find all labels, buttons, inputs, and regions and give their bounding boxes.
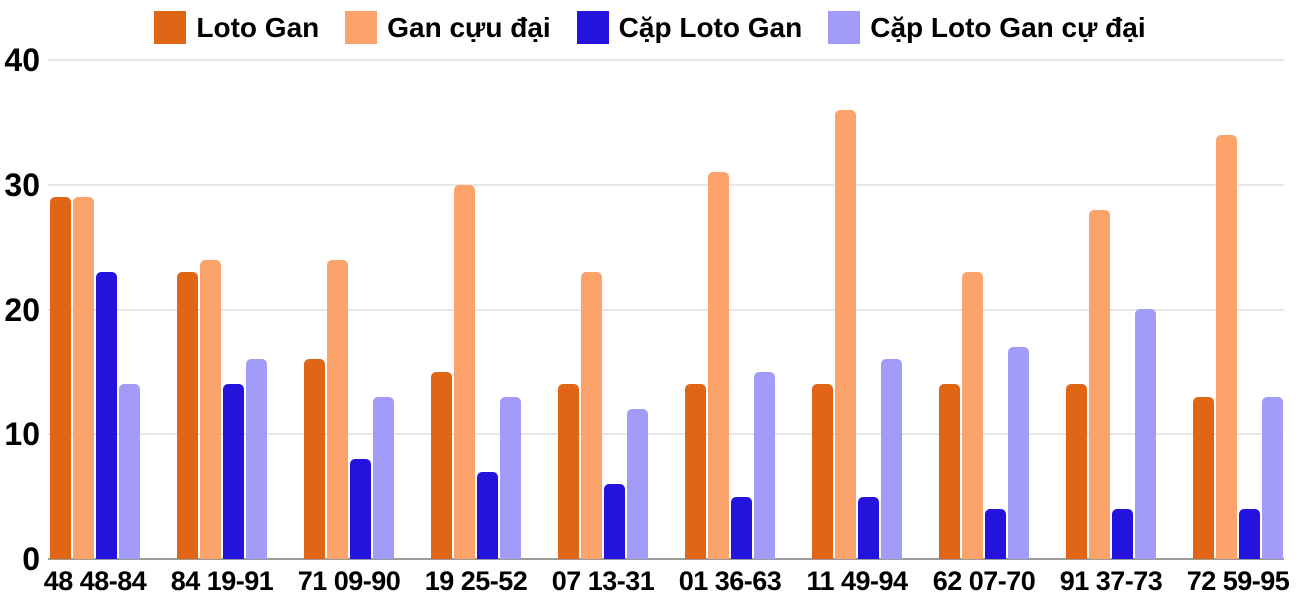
- x-tick-label-91-37-73: 91 37-73: [1059, 566, 1163, 596]
- x-tick-label-48-48-84: 48 48-84: [43, 566, 147, 596]
- x-tick-label-71-09-90: 71 09-90: [297, 566, 401, 596]
- bar-cap-loto-gan-48-48-84[interactable]: [96, 272, 117, 559]
- bar-cap-loto-gan-19-25-52[interactable]: [477, 472, 498, 559]
- legend-swatch-icon: [828, 11, 861, 44]
- bar-cap-loto-gan-cu-ai-62-07-70[interactable]: [1008, 347, 1029, 559]
- bar-gan-cuu-ai-07-13-31[interactable]: [581, 272, 602, 559]
- legend-item-cap-loto-gan-cu-ai[interactable]: Cặp Loto Gan cự đại: [828, 11, 1146, 44]
- y-tick-label-40: 40: [4, 42, 40, 78]
- legend-swatch-icon: [154, 11, 187, 44]
- gridline-y20: [48, 308, 1284, 311]
- y-tick-label-10: 10: [4, 416, 40, 453]
- bar-loto-gan-11-49-94[interactable]: [812, 384, 833, 559]
- bar-loto-gan-01-36-63[interactable]: [685, 384, 706, 559]
- bar-gan-cuu-ai-62-07-70[interactable]: [962, 272, 983, 559]
- bar-cap-loto-gan-91-37-73[interactable]: [1112, 509, 1133, 559]
- bar-cap-loto-gan-cu-ai-71-09-90[interactable]: [373, 397, 394, 559]
- legend-item-loto-gan[interactable]: Loto Gan: [154, 11, 319, 44]
- bar-cap-loto-gan-62-07-70[interactable]: [985, 509, 1006, 559]
- x-tick-label-11-49-94: 11 49-94: [806, 566, 908, 596]
- bar-cap-loto-gan-07-13-31[interactable]: [604, 484, 625, 559]
- bar-cap-loto-gan-cu-ai-01-36-63[interactable]: [754, 372, 775, 559]
- bar-group-19-25-52: [431, 60, 521, 559]
- bar-group-62-07-70: [939, 60, 1029, 559]
- bar-group-48-48-84: [50, 60, 140, 559]
- bar-gan-cuu-ai-11-49-94[interactable]: [835, 110, 856, 559]
- x-axis-baseline: [48, 558, 1284, 560]
- gridline-y30: [48, 183, 1284, 186]
- bar-cap-loto-gan-cu-ai-84-19-91[interactable]: [246, 359, 267, 559]
- bar-cap-loto-gan-cu-ai-19-25-52[interactable]: [500, 397, 521, 559]
- gridline-y40: [48, 59, 1284, 61]
- bar-cap-loto-gan-cu-ai-72-59-95[interactable]: [1262, 397, 1283, 559]
- bar-group-84-19-91: [177, 60, 267, 559]
- x-tick-label-84-19-91: 84 19-91: [170, 566, 274, 596]
- bar-loto-gan-07-13-31[interactable]: [558, 384, 579, 559]
- x-tick-label-19-25-52: 19 25-52: [424, 566, 528, 596]
- bar-loto-gan-84-19-91[interactable]: [177, 272, 198, 559]
- bar-group-72-59-95: [1193, 60, 1283, 559]
- bar-cap-loto-gan-11-49-94[interactable]: [858, 497, 879, 559]
- x-tick-label-07-13-31: 07 13-31: [551, 566, 655, 596]
- bar-loto-gan-19-25-52[interactable]: [431, 372, 452, 559]
- bar-cap-loto-gan-cu-ai-07-13-31[interactable]: [627, 409, 648, 559]
- y-tick-label-30: 30: [4, 166, 40, 203]
- bar-gan-cuu-ai-71-09-90[interactable]: [327, 260, 348, 559]
- plot-area: [48, 60, 1284, 559]
- bar-group-91-37-73: [1066, 60, 1156, 559]
- bar-group-11-49-94: [812, 60, 902, 559]
- legend-swatch-icon: [576, 11, 609, 44]
- legend-label: Cặp Loto Gan: [618, 11, 803, 43]
- bar-cap-loto-gan-cu-ai-91-37-73[interactable]: [1135, 309, 1156, 559]
- chart-legend: Loto Gan Gan cựu đại Cặp Loto Gan Cặp Loto …: [0, 11, 1300, 44]
- bar-group-71-09-90: [304, 60, 394, 559]
- bar-gan-cuu-ai-84-19-91[interactable]: [200, 260, 221, 559]
- legend-item-cap-loto-gan[interactable]: Cặp Loto Gan: [576, 11, 803, 44]
- legend-label: Loto Gan: [196, 11, 320, 43]
- legend-swatch-icon: [345, 11, 378, 44]
- bar-cap-loto-gan-72-59-95[interactable]: [1239, 509, 1260, 559]
- bar-gan-cuu-ai-91-37-73[interactable]: [1089, 210, 1110, 559]
- bar-loto-gan-48-48-84[interactable]: [50, 197, 71, 559]
- bar-gan-cuu-ai-01-36-63[interactable]: [708, 172, 729, 559]
- bar-group-01-36-63: [685, 60, 775, 559]
- legend-label: Cặp Loto Gan cự đại: [870, 11, 1146, 43]
- bar-loto-gan-91-37-73[interactable]: [1066, 384, 1087, 559]
- bar-cap-loto-gan-84-19-91[interactable]: [223, 384, 244, 559]
- bar-loto-gan-71-09-90[interactable]: [304, 359, 325, 559]
- bar-loto-gan-72-59-95[interactable]: [1193, 397, 1214, 559]
- gridline-y10: [48, 433, 1284, 436]
- bar-gan-cuu-ai-48-48-84[interactable]: [73, 197, 94, 559]
- legend-item-gan-cuu-ai[interactable]: Gan cựu đại: [345, 11, 551, 44]
- x-tick-label-72-59-95: 72 59-95: [1186, 566, 1290, 596]
- y-tick-label-0: 0: [22, 541, 40, 577]
- bar-group-07-13-31: [558, 60, 648, 559]
- bar-gan-cuu-ai-19-25-52[interactable]: [454, 185, 475, 559]
- y-tick-label-20: 20: [4, 291, 40, 328]
- bar-gan-cuu-ai-72-59-95[interactable]: [1216, 135, 1237, 559]
- bar-cap-loto-gan-01-36-63[interactable]: [731, 497, 752, 559]
- bar-cap-loto-gan-cu-ai-11-49-94[interactable]: [881, 359, 902, 559]
- bar-cap-loto-gan-71-09-90[interactable]: [350, 459, 371, 559]
- x-tick-label-01-36-63: 01 36-63: [678, 566, 782, 596]
- bar-loto-gan-62-07-70[interactable]: [939, 384, 960, 559]
- legend-label: Gan cựu đại: [387, 11, 551, 43]
- x-tick-label-62-07-70: 62 07-70: [932, 566, 1036, 596]
- bar-cap-loto-gan-cu-ai-48-48-84[interactable]: [119, 384, 140, 559]
